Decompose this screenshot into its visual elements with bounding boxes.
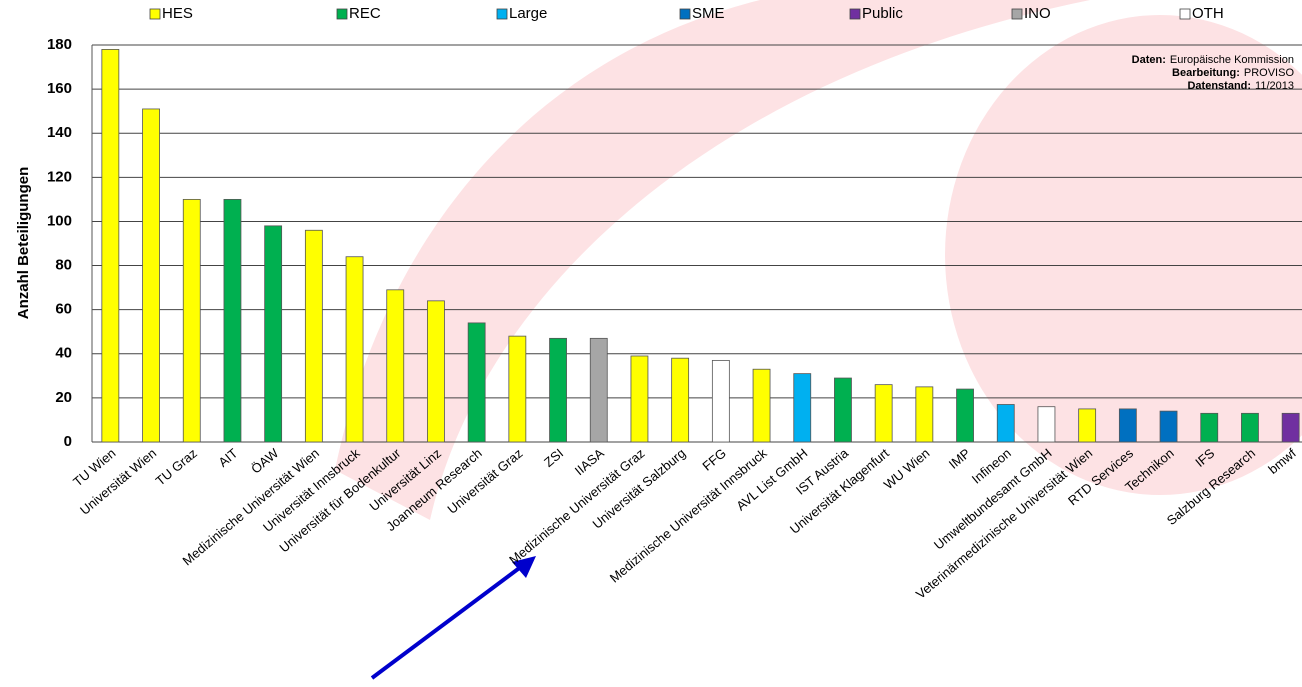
legend-swatch <box>1011 8 1023 20</box>
annotation-label: Daten: <box>1132 54 1166 66</box>
legend-label: Large <box>509 5 547 22</box>
x-tick-label: ZSI <box>541 445 566 469</box>
bar <box>874 384 893 443</box>
legend-label: OTH <box>1192 5 1224 22</box>
bar <box>956 388 974 443</box>
arrow-head <box>512 556 536 578</box>
y-tick-label: 40 <box>55 345 72 362</box>
bar <box>996 404 1015 443</box>
x-tick-label: TU Graz <box>153 445 200 488</box>
bar <box>467 322 486 443</box>
annotation-text: PROVISO <box>1244 67 1295 79</box>
bar <box>834 377 852 443</box>
legend-swatch <box>336 8 348 20</box>
annotation: Datenstand: 11/2013 <box>1187 80 1294 92</box>
bar <box>752 368 771 443</box>
y-tick-label: 20 <box>55 389 72 406</box>
bar <box>1200 412 1219 443</box>
bar <box>304 229 323 443</box>
bar <box>793 373 812 443</box>
bar <box>1281 412 1300 443</box>
annotation: Bearbeitung: PROVISO <box>1172 67 1294 79</box>
y-tick-label: 100 <box>47 212 72 229</box>
legend-swatch <box>1179 8 1191 20</box>
legend-label: HES <box>162 5 193 22</box>
bar <box>549 337 567 443</box>
y-tick-label: 120 <box>47 168 72 185</box>
legend-swatch <box>149 8 161 20</box>
y-tick-label: 180 <box>47 36 72 53</box>
legend-swatch <box>849 8 861 20</box>
x-tick-label: IIASA <box>572 445 607 478</box>
annotation-text: Europäische Kommission <box>1170 54 1294 66</box>
y-tick-label: 160 <box>47 80 72 97</box>
annotation-text: 11/2013 <box>1255 80 1294 92</box>
annotation-label: Bearbeitung: <box>1172 67 1240 79</box>
legend-swatch <box>496 8 508 20</box>
x-tick-label: WU Wien <box>881 445 933 492</box>
x-tick-label: Universität Graz <box>444 445 525 516</box>
x-tick-label: IMP <box>946 445 973 471</box>
background-swoosh <box>335 0 1090 520</box>
bar <box>1159 410 1178 443</box>
y-tick-label: 60 <box>55 301 72 318</box>
y-tick-label: 0 <box>64 433 72 450</box>
annotation-label: Datenstand: <box>1187 80 1251 92</box>
background-circle <box>945 15 1302 495</box>
x-tick-label: Veterinärmedizinische Universität Wien <box>913 445 1095 601</box>
bar <box>711 359 730 443</box>
x-tick-label: AVL List GmbH <box>733 445 810 513</box>
bar <box>345 256 364 443</box>
bar <box>386 289 405 443</box>
legend-swatch <box>679 8 691 20</box>
y-tick-label: 80 <box>55 257 72 274</box>
bar <box>589 337 608 443</box>
x-tick-label: FFG <box>699 445 729 473</box>
bar <box>1241 412 1259 443</box>
bar <box>142 108 160 443</box>
bar <box>101 49 120 443</box>
y-axis-title: Anzahl Beteiligungen <box>15 167 32 320</box>
bar <box>182 198 201 443</box>
legend-label: REC <box>349 5 381 22</box>
arrow <box>370 564 524 680</box>
bar <box>630 355 649 443</box>
bar <box>264 225 283 443</box>
legend-label: Public <box>862 5 903 22</box>
bar <box>427 300 445 443</box>
x-tick-label: AIT <box>215 445 240 470</box>
legend-label: INO <box>1024 5 1051 22</box>
y-tick-label: 140 <box>47 124 72 141</box>
bar <box>223 198 242 443</box>
annotation: Daten: Europäische Kommission <box>1132 54 1294 66</box>
bar <box>508 335 527 443</box>
bar <box>1037 406 1056 443</box>
bar <box>1078 408 1097 443</box>
x-tick-label: ÖAW <box>248 445 282 477</box>
bar <box>1118 408 1137 443</box>
bar <box>915 386 934 443</box>
bar <box>671 357 690 443</box>
legend-label: SME <box>692 5 725 22</box>
x-tick-label: Universität Wien <box>77 445 159 517</box>
